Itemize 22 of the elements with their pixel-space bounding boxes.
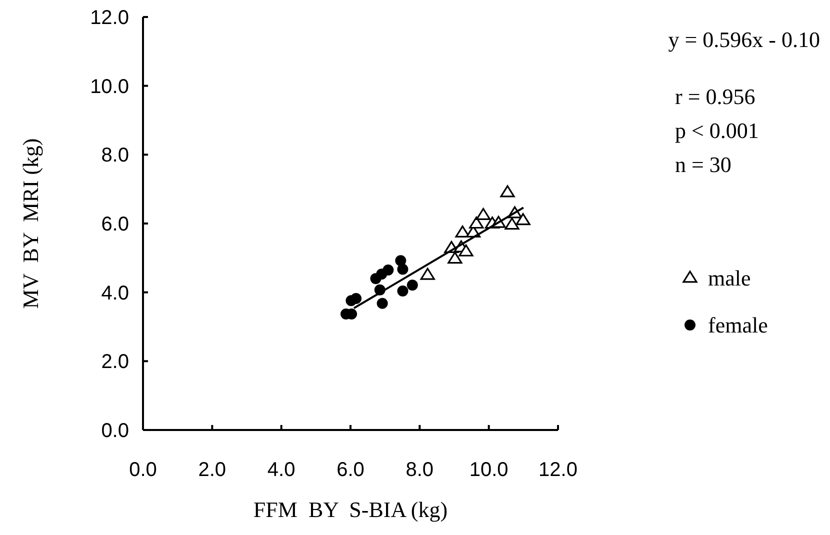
- y-tick-label: 2.0: [101, 351, 129, 374]
- y-tick-label: 10.0: [90, 76, 129, 98]
- y-tick-label: 8.0: [101, 144, 129, 167]
- x-tick-label: 6.0: [336, 459, 364, 481]
- legend-label: female: [708, 312, 768, 338]
- text: p < 0.001: [675, 118, 759, 143]
- text: n = 30: [675, 152, 732, 177]
- text: y = 0.596x - 0.10: [668, 27, 820, 52]
- legend-label: male: [708, 266, 751, 291]
- y-tick-label: 0.0: [101, 420, 129, 442]
- x-tick-label: 0.0: [129, 459, 157, 481]
- y-tick-label: 6.0: [101, 214, 129, 236]
- x-tick-label: 10.0: [469, 459, 508, 481]
- x-tick-label: 8.0: [406, 459, 434, 481]
- x-tick-label: 2.0: [198, 459, 226, 481]
- x-axis-title: FFM BY S-BIA (kg): [253, 497, 448, 522]
- x-tick-label: 4.0: [267, 459, 296, 481]
- y-tick-label: 4.0: [101, 282, 129, 304]
- y-tick-label: 12.0: [90, 7, 129, 29]
- y-axis-title: MV BY MRI (kg): [18, 138, 43, 309]
- x-tick-label: 12.0: [538, 459, 578, 481]
- text: r = 0.956: [675, 84, 756, 109]
